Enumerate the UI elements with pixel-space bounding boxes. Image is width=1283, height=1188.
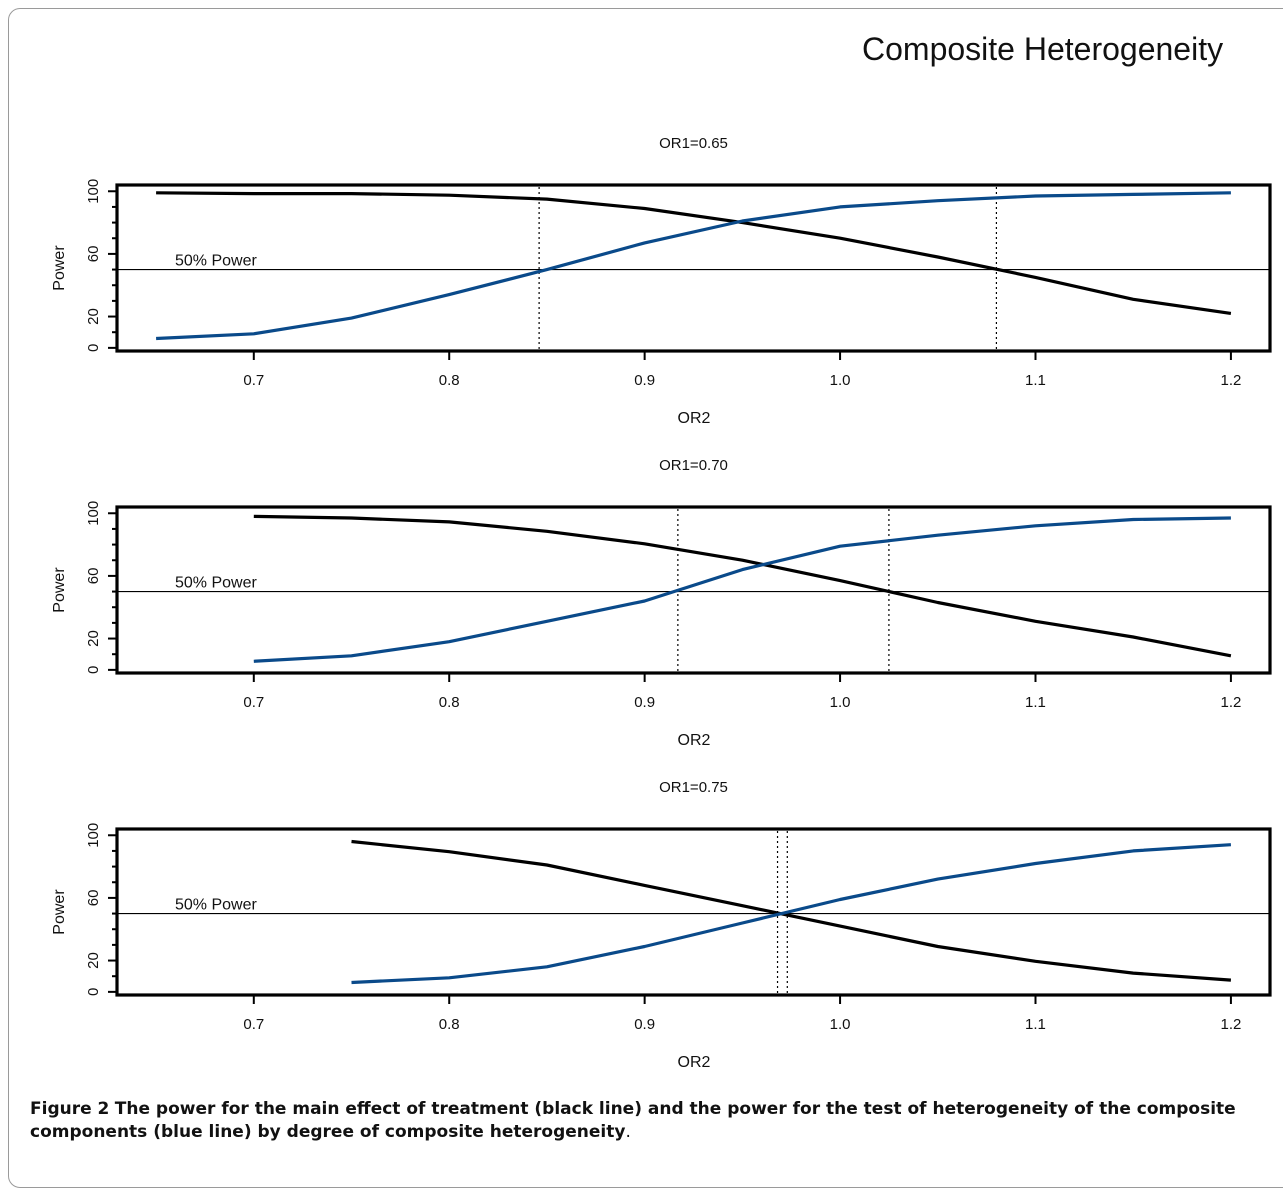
panel-1-x-tick-label: 0.8 <box>439 372 460 389</box>
panel-3-x-tick-label: 1.0 <box>830 1016 851 1033</box>
panel-3-x-tick-label: 0.9 <box>634 1016 655 1033</box>
panel-3-reference-label: 50% Power <box>175 897 257 914</box>
panel-3-y-tick-label: 0 <box>85 988 102 996</box>
caption-text: The power for the main effect of treatme… <box>30 1099 1236 1142</box>
panel-3-x-tick-label: 1.2 <box>1220 1016 1241 1033</box>
panel-3-heterogeneity-line <box>351 843 1232 985</box>
panel-1-reference-label: 50% Power <box>175 253 257 270</box>
panel-1-x-tick-label: 1.1 <box>1025 372 1046 389</box>
panel-2-y-tick-label: 0 <box>85 666 102 674</box>
figure-charts: OR1=0.65 50% Power 0 20 60 100 Power 0.7 0.8 0.9 1… <box>51 135 1272 1071</box>
panel-1-y-tick-label: 100 <box>85 179 102 204</box>
caption-label: Figure 2 <box>30 1099 110 1119</box>
panel-2-reference-label: 50% Power <box>175 575 257 592</box>
panel-2-x-tick-label: 1.1 <box>1025 694 1046 711</box>
panel-2-x-tick-label: 0.9 <box>634 694 655 711</box>
panel-3-x-tick-label: 0.8 <box>439 1016 460 1033</box>
panel-1-x-axis-label: OR2 <box>678 410 711 427</box>
panel-2-y-axis-label: Power <box>51 567 68 613</box>
caption-end: . <box>625 1122 631 1142</box>
panel-2-x-tick-label: 1.0 <box>830 694 851 711</box>
panel-1-x-tick-label: 1.0 <box>830 372 851 389</box>
panel-3-y-tick-label: 100 <box>85 823 102 848</box>
panel-2-y-tick-label: 100 <box>85 501 102 526</box>
panel-1-x-tick-label: 0.7 <box>243 372 264 389</box>
panel-1-x-tick-label: 0.9 <box>634 372 655 389</box>
panel-3-plot-frame <box>115 827 1272 997</box>
panel-2-plot-frame <box>115 505 1272 675</box>
panel-2-main-effect-line <box>253 514 1232 658</box>
panel-3-x-tick-label: 1.1 <box>1025 1016 1046 1033</box>
panel-1-y-axis-label: Power <box>51 245 68 291</box>
panel-3-x-axis-label: OR2 <box>678 1054 711 1071</box>
panel-1-y-tick-label: 0 <box>85 344 102 352</box>
panel-2-title: OR1=0.70 <box>659 457 728 474</box>
panel-3-main-effect-line <box>351 839 1232 982</box>
panel-1-heterogeneity-line <box>156 191 1231 341</box>
panel-1-main-effect-line <box>156 191 1232 315</box>
panel-1-y-tick-label: 20 <box>85 308 102 325</box>
panel-2-x-tick-label: 1.2 <box>1220 694 1241 711</box>
panel-3-x-tick-label: 0.7 <box>243 1016 264 1033</box>
panel-3-y-axis-label: Power <box>51 889 68 935</box>
panel-3-y-tick-label: 20 <box>85 952 102 969</box>
panel-3-title: OR1=0.75 <box>659 779 728 796</box>
panel-2-x-tick-label: 0.8 <box>439 694 460 711</box>
panel-2-x-tick-label: 0.7 <box>243 694 264 711</box>
panel-1-y-tick-label: 60 <box>85 246 102 263</box>
panel-1-plot-frame <box>115 183 1272 353</box>
panel-3-y-tick-label: 60 <box>85 890 102 907</box>
panel-2-y-tick-label: 60 <box>85 568 102 585</box>
figure-caption: Figure 2 The power for the main effect o… <box>30 1098 1270 1144</box>
panel-1-title: OR1=0.65 <box>659 135 728 152</box>
panel-2-y-tick-label: 20 <box>85 630 102 647</box>
panel-1-x-tick-label: 1.2 <box>1220 372 1241 389</box>
figure-main-title: Composite Heterogeneity <box>862 31 1224 67</box>
panel-2-heterogeneity-line <box>253 516 1231 663</box>
panel-2-x-axis-label: OR2 <box>678 732 711 749</box>
